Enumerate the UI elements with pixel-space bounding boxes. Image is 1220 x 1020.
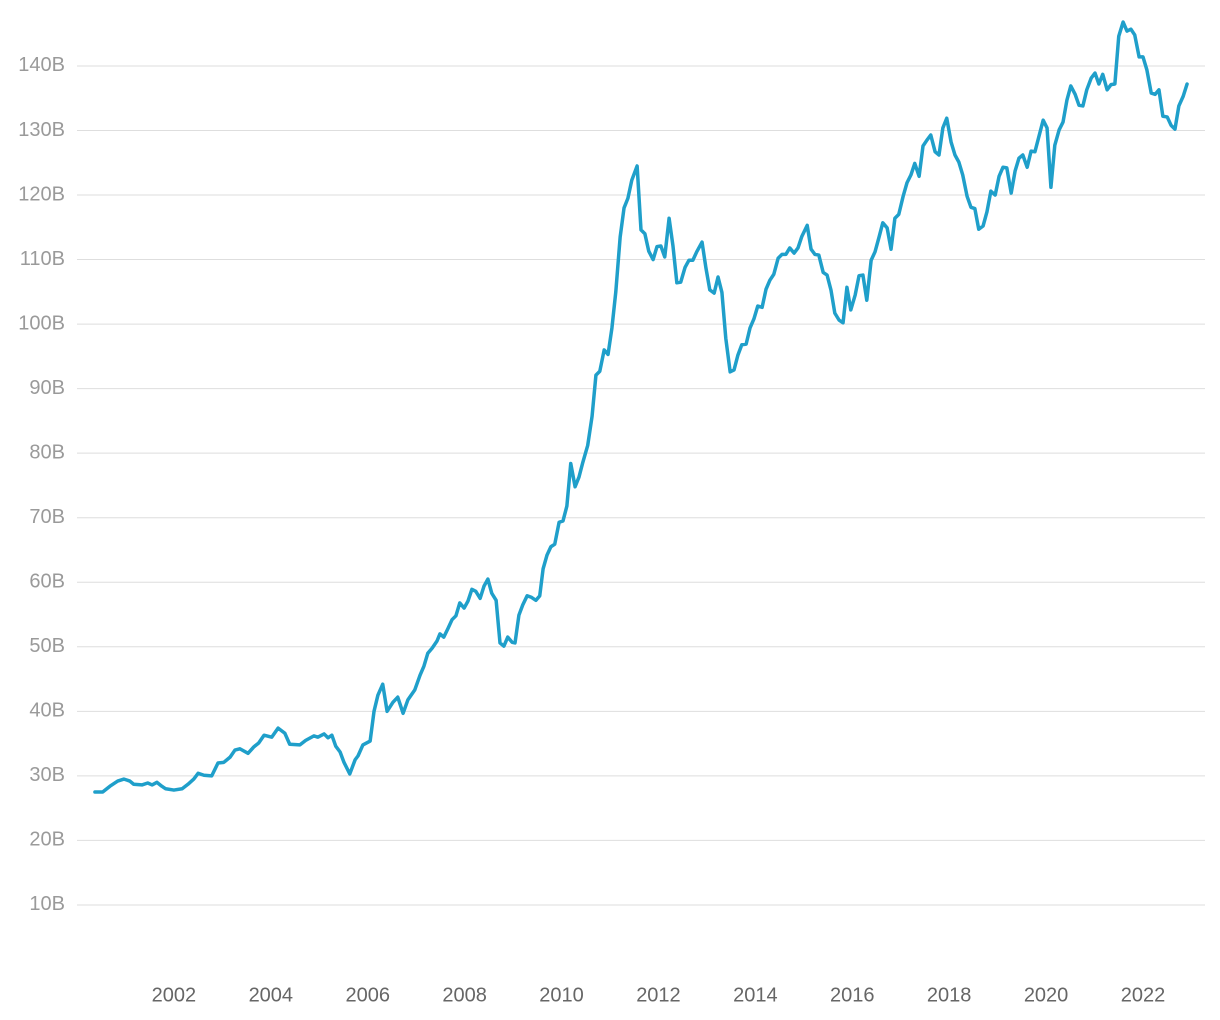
y-tick-label: 40B	[29, 700, 65, 722]
y-tick-label: 80B	[29, 441, 65, 463]
x-tick-label: 2002	[152, 984, 197, 1006]
x-tick-label: 2018	[927, 984, 972, 1006]
x-tick-label: 2004	[249, 984, 294, 1006]
y-tick-label: 140B	[18, 54, 65, 76]
y-tick-label: 70B	[29, 506, 65, 528]
y-tick-label: 30B	[29, 764, 65, 786]
y-tick-label: 20B	[29, 829, 65, 851]
y-tick-label: 90B	[29, 377, 65, 399]
y-tick-label: 110B	[20, 248, 65, 270]
x-tick-label: 2016	[830, 984, 875, 1006]
x-tick-label: 2010	[539, 984, 584, 1006]
y-tick-label: 60B	[29, 571, 65, 593]
y-tick-label: 10B	[29, 893, 65, 915]
x-tick-label: 2014	[733, 984, 778, 1006]
x-tick-label: 2012	[636, 984, 681, 1006]
y-tick-label: 130B	[18, 119, 65, 141]
y-tick-label: 100B	[18, 312, 65, 334]
x-tick-label: 2022	[1121, 984, 1166, 1006]
y-tick-label: 120B	[18, 183, 65, 205]
data-line	[93, 20, 1189, 794]
x-tick-label: 2006	[345, 984, 390, 1006]
y-tick-label: 50B	[29, 635, 65, 657]
x-tick-label: 2008	[442, 984, 487, 1006]
x-tick-label: 2020	[1024, 984, 1069, 1006]
